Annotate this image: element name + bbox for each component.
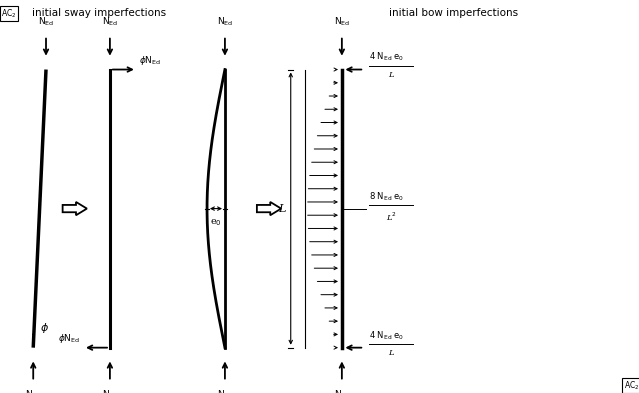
Text: AC$_2$: AC$_2$: [624, 380, 639, 392]
Text: initial sway imperfections: initial sway imperfections: [32, 8, 166, 18]
Text: $\phi$N$_{\mathregular{Ed}}$: $\phi$N$_{\mathregular{Ed}}$: [58, 332, 81, 345]
Text: e$_0$: e$_0$: [210, 218, 222, 228]
Text: L: L: [389, 349, 394, 358]
Polygon shape: [63, 202, 87, 215]
Text: $\phi$: $\phi$: [40, 321, 49, 335]
Text: N$_{\mathregular{Ed}}$: N$_{\mathregular{Ed}}$: [334, 389, 350, 393]
Text: N$_{\mathregular{Ed}}$: N$_{\mathregular{Ed}}$: [217, 389, 233, 393]
Text: AC$_2$: AC$_2$: [1, 7, 17, 20]
Text: $\phi$N$_{\mathregular{Ed}}$: $\phi$N$_{\mathregular{Ed}}$: [139, 53, 162, 66]
Text: N$_{\mathregular{Ed}}$: N$_{\mathregular{Ed}}$: [102, 16, 118, 28]
Text: 8 N$_{\mathregular{Ed}}$ e$_0$: 8 N$_{\mathregular{Ed}}$ e$_0$: [369, 190, 404, 202]
Polygon shape: [257, 202, 281, 215]
Text: L$^2$: L$^2$: [385, 210, 397, 223]
Text: L: L: [389, 72, 394, 79]
Text: initial bow imperfections: initial bow imperfections: [389, 8, 518, 18]
Text: 4 N$_{\mathregular{Ed}}$ e$_0$: 4 N$_{\mathregular{Ed}}$ e$_0$: [369, 51, 404, 64]
Text: N$_{\mathregular{Ed}}$: N$_{\mathregular{Ed}}$: [25, 389, 42, 393]
Text: N$_{\mathregular{Ed}}$: N$_{\mathregular{Ed}}$: [38, 16, 54, 28]
Text: L: L: [278, 204, 286, 213]
Text: 4 N$_{\mathregular{Ed}}$ e$_0$: 4 N$_{\mathregular{Ed}}$ e$_0$: [369, 329, 404, 342]
Text: N$_{\mathregular{Ed}}$: N$_{\mathregular{Ed}}$: [334, 16, 350, 28]
Text: N$_{\mathregular{Ed}}$: N$_{\mathregular{Ed}}$: [102, 389, 118, 393]
Text: N$_{\mathregular{Ed}}$: N$_{\mathregular{Ed}}$: [217, 16, 233, 28]
